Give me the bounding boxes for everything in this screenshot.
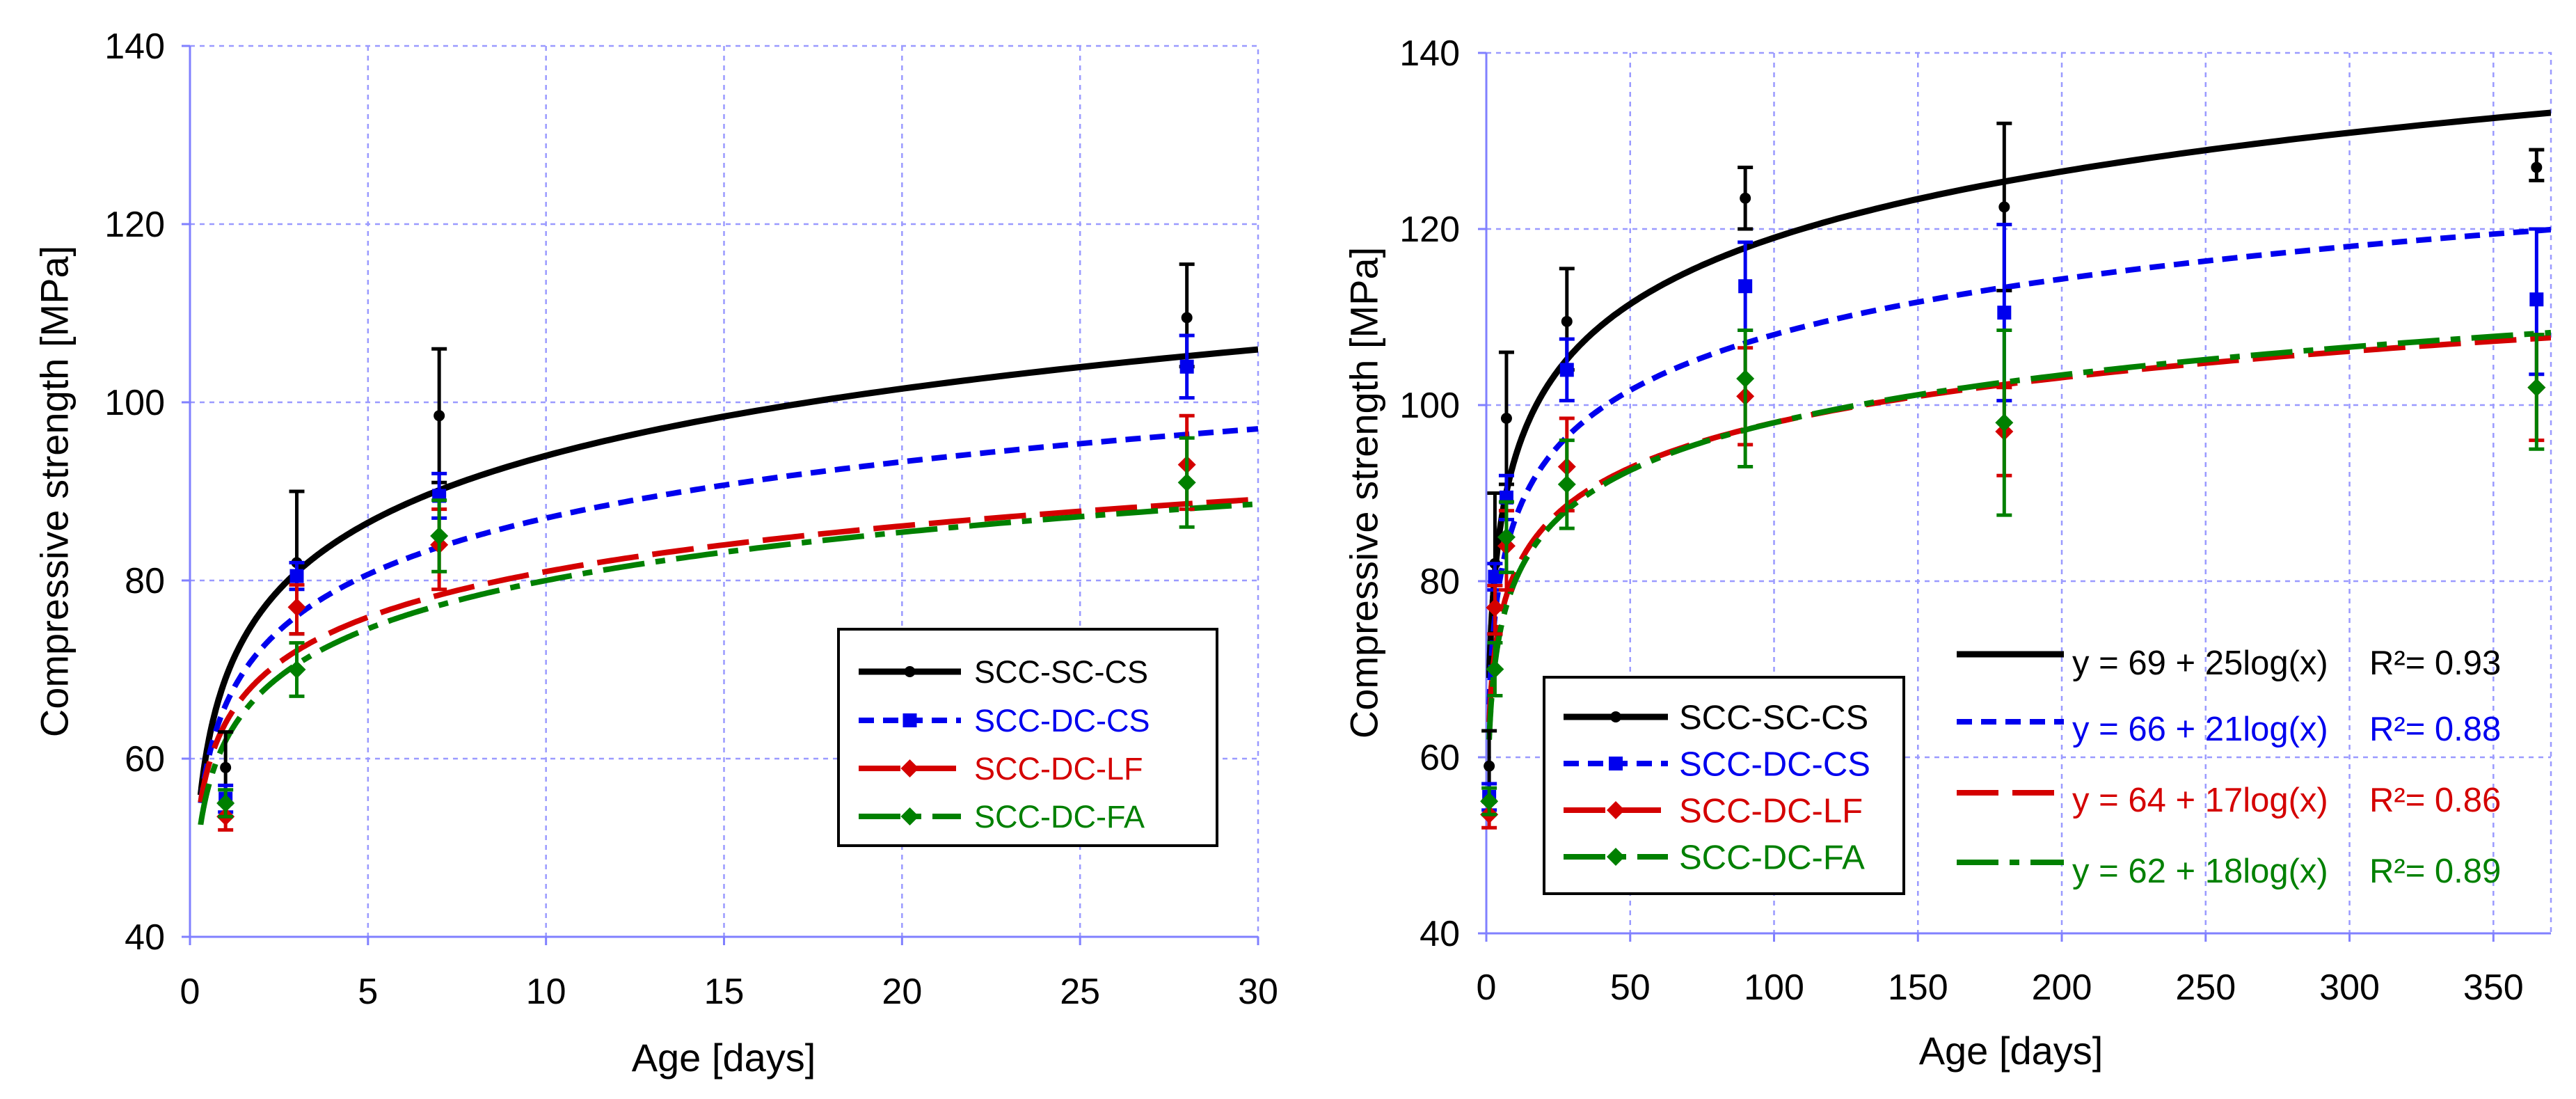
x-tick-label: 50 — [1610, 967, 1651, 1008]
data-point-scc-dc-cs — [2529, 292, 2544, 307]
data-point-scc-dc-fa — [1497, 528, 1516, 546]
y-tick-label: 120 — [1399, 209, 1460, 250]
y-tick-label: 100 — [1399, 386, 1460, 426]
data-point-scc-sc-cs — [1740, 192, 1751, 204]
y-tick-label: 140 — [104, 26, 165, 67]
series-scc-dc-fa — [216, 436, 1196, 819]
legend-marker — [1609, 757, 1623, 770]
legend-marker — [903, 713, 917, 727]
y-tick-label: 120 — [104, 205, 165, 245]
fit-curve-scc-dc-cs — [198, 426, 1258, 805]
data-point-scc-sc-cs — [1484, 760, 1495, 772]
fit-equation-label: y = 69 + 25log(x) — [2072, 645, 2328, 682]
data-point-scc-dc-fa — [216, 794, 235, 812]
y-axis-title: Compressive strength [MPa] — [33, 246, 77, 737]
legend-label: SCC-DC-FA — [1679, 839, 1865, 877]
legend-label: SCC-DC-FA — [974, 799, 1145, 835]
r-squared-label: R²= 0.86 — [2369, 782, 2501, 819]
fit-curve-scc-dc-fa — [198, 501, 1258, 827]
data-point-scc-sc-cs — [1500, 412, 1512, 424]
r-squared-label: R²= 0.89 — [2369, 853, 2501, 890]
x-tick-label: 30 — [1238, 972, 1278, 1012]
x-tick-label: 25 — [1060, 972, 1100, 1012]
data-point-scc-dc-lf — [287, 598, 306, 617]
data-point-scc-dc-lf — [1486, 598, 1504, 617]
data-point-scc-dc-fa — [430, 527, 449, 545]
data-point-scc-sc-cs — [434, 410, 445, 422]
r-squared-label: R²= 0.88 — [2369, 711, 2501, 748]
data-point-scc-dc-fa — [1995, 413, 2014, 432]
series-scc-dc-fa — [1480, 328, 2546, 816]
x-axis-title: Age [days] — [632, 1036, 816, 1080]
x-tick-label: 5 — [358, 972, 378, 1012]
legend-marker — [900, 807, 919, 825]
data-point-scc-dc-fa — [1486, 660, 1504, 679]
data-point-scc-sc-cs — [1998, 201, 2010, 213]
legend-box — [837, 628, 1218, 847]
data-point-scc-dc-cs — [289, 569, 304, 583]
legend-marker — [1610, 711, 1621, 722]
data-point-scc-sc-cs — [2531, 161, 2543, 173]
y-tick-label: 80 — [125, 561, 165, 601]
y-tick-label: 60 — [125, 739, 165, 780]
y-tick-label: 60 — [1420, 738, 1460, 778]
legend-label: SCC-SC-CS — [1679, 699, 1868, 737]
data-point-scc-sc-cs — [220, 761, 232, 773]
legend-label: SCC-DC-CS — [1679, 746, 1870, 784]
y-axis-title: Compressive strength [MPa] — [1342, 247, 1386, 738]
x-tick-label: 0 — [180, 972, 200, 1012]
x-tick-label: 20 — [882, 972, 922, 1012]
data-point-scc-dc-fa — [287, 661, 306, 679]
x-tick-label: 15 — [704, 972, 745, 1012]
data-point-scc-dc-fa — [2527, 378, 2546, 397]
x-axis-title: Age [days] — [1919, 1029, 2104, 1073]
chart-1: 40 60 80 100 120 140 0 5 10 15 20 25 30 Age [days] Com… — [33, 26, 1278, 1080]
y-tick-label: 100 — [104, 383, 165, 423]
legend-marker — [1607, 801, 1625, 819]
x-tick-label: 0 — [1477, 967, 1497, 1008]
x-tick-label: 250 — [2175, 967, 2236, 1008]
data-point-scc-dc-fa — [1177, 473, 1196, 492]
legend-marker — [904, 666, 916, 677]
legend-label: SCC-SC-CS — [974, 654, 1148, 690]
fit-equations: y = 69 + 25log(x) R²= 0.93 y = 66 + 21log(… — [1957, 645, 2501, 890]
data-point-scc-dc-cs — [1997, 306, 2012, 320]
legend-marker — [1607, 848, 1625, 866]
y-tick-label: 40 — [1420, 914, 1460, 954]
x-tick-label: 350 — [2463, 967, 2524, 1008]
y-tick-label: 40 — [125, 917, 165, 958]
x-tick-label: 200 — [2032, 967, 2092, 1008]
data-point-scc-sc-cs — [1181, 312, 1193, 324]
legend-label: SCC-DC-LF — [974, 751, 1143, 786]
legend-label: SCC-DC-LF — [1679, 793, 1863, 830]
y-tick-label: 140 — [1399, 33, 1460, 74]
chart-2: 40 60 80 100 120 140 0 50 100 150 200 250 300 350 Age … — [1342, 33, 2552, 1073]
fit-equation-label: y = 62 + 18log(x) — [2072, 853, 2328, 890]
data-point-scc-dc-cs — [1738, 279, 1753, 294]
y-tick-label: 80 — [1420, 562, 1460, 602]
legend: SCC-SC-CS SCC-DC-CS SCC-DC-LF SCC-DC-FA — [1543, 676, 1905, 895]
data-point-scc-dc-cs — [1179, 359, 1194, 374]
legend-label: SCC-DC-CS — [974, 703, 1150, 738]
x-tick-label: 10 — [526, 972, 566, 1012]
series-scc-sc-cs — [1481, 121, 2545, 803]
r-squared-label: R²= 0.93 — [2369, 645, 2501, 682]
legend-marker — [900, 759, 919, 777]
x-tick-label: 300 — [2319, 967, 2380, 1008]
legend: SCC-SC-CS SCC-DC-CS SCC-DC-LF SCC-DC-FA — [837, 628, 1218, 847]
data-point-scc-dc-fa — [1736, 370, 1755, 388]
data-point-scc-dc-fa — [1557, 475, 1576, 493]
fit-equation-label: y = 66 + 21log(x) — [2072, 711, 2328, 748]
x-tick-label: 100 — [1744, 967, 1804, 1008]
data-point-scc-sc-cs — [1561, 315, 1573, 327]
data-point-scc-dc-cs — [1488, 569, 1502, 584]
data-point-scc-dc-fa — [1480, 792, 1499, 811]
data-point-scc-dc-cs — [1559, 363, 1574, 377]
x-tick-label: 150 — [1888, 967, 1948, 1008]
fit-equation-label: y = 64 + 17log(x) — [2072, 782, 2328, 819]
